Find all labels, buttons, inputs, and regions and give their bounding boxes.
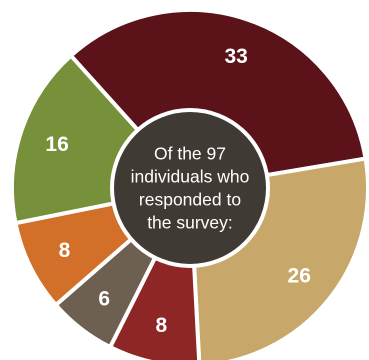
center-caption: Of the 97 individuals who responded to the … [131,144,250,233]
slice-label-3: 8 [155,314,167,337]
center-caption-line-4: the survey: [147,213,233,233]
center-caption-line-3: responded to [139,190,241,210]
slice-label-5: 8 [59,239,71,262]
center-caption-line-1: Of the 97 [154,144,226,164]
center-caption-line-2: individuals who [131,167,250,187]
slice-1 [68,8,368,190]
donut-slices [10,8,369,360]
slice-label-4: 6 [98,288,110,311]
center-circle [110,108,270,268]
slice-label-6: 16 [45,133,68,156]
slice-labels: 33 26 8 6 8 16 [45,45,310,337]
slice-label-1: 33 [224,45,247,68]
slice-label-2: 26 [288,265,311,288]
